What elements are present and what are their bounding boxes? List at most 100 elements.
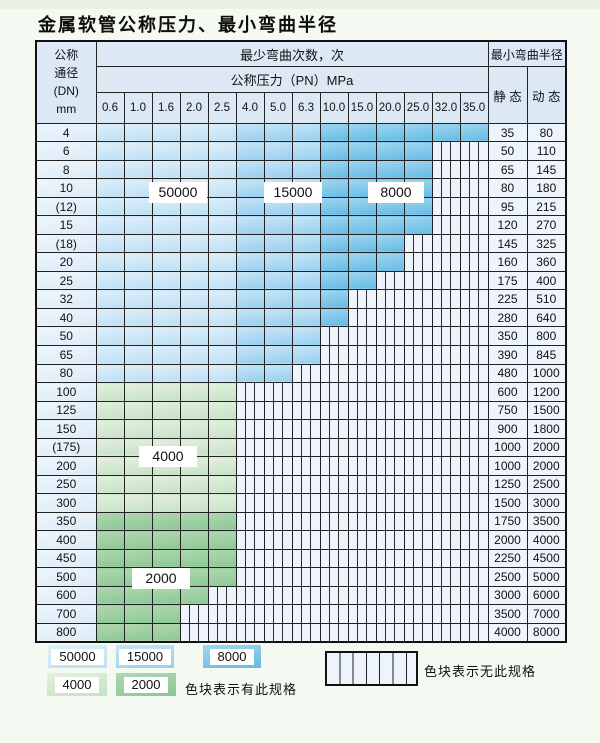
spec-cell [207,622,237,643]
spec-cell [263,622,293,643]
spec-cell [123,307,153,328]
spec-cell [123,141,153,161]
spec-cell [347,530,377,550]
static-radius-value: 1000 [487,437,528,458]
spec-cell [151,159,181,180]
spec-cell [95,511,125,532]
spec-cell [151,122,181,143]
spec-cell [263,289,293,309]
dn-value: 32 [35,289,97,309]
spec-cell [459,270,489,291]
spec-cell [459,233,489,254]
spec-cell [207,270,237,291]
spec-cell [459,604,489,624]
spec-cell [263,215,293,235]
spec-cell [459,344,489,365]
spec-cell [291,252,321,272]
spec-cell [235,307,265,328]
spec-cell [319,493,349,513]
spec-cell [291,400,321,421]
static-radius-value: 50 [487,141,528,161]
dn-value: 350 [35,511,97,532]
spec-cell [375,122,405,143]
spec-cell [151,419,181,439]
spec-cell [347,456,377,476]
pressure-col-15.0: 15.0 [347,91,377,124]
legend-has-spec-text: 色块表示有此规格 [185,682,298,697]
spec-cell [347,344,377,365]
table-row-dn-50: 50 350 800 [35,326,567,346]
spec-cell [179,530,209,550]
spec-cell [151,382,181,402]
spec-cell [291,511,321,532]
table-row-dn-4: 4 35 80 [35,122,567,143]
spec-cell [459,307,489,328]
table-row-dn-150: 150 900 1800 [35,419,567,439]
spec-cell [235,456,265,476]
static-radius-value: 2000 [487,530,528,550]
pressure-col-4.0: 4.0 [235,91,265,124]
spec-cell [347,159,377,180]
dn-value: 250 [35,474,97,495]
table-row-dn-(175): (175) 1000 2000 [35,437,567,458]
dynamic-radius-value: 4000 [526,530,567,550]
spec-cell [235,604,265,624]
spec-cell [95,252,125,272]
dn-value: 40 [35,307,97,328]
spec-cell [319,344,349,365]
spec-cell [431,307,461,328]
spec-cell [319,178,349,198]
spec-cell [403,437,433,458]
dn-value: 500 [35,567,97,587]
spec-cell [95,141,125,161]
pressure-col-6.3: 6.3 [291,91,321,124]
spec-cell [151,622,181,643]
spec-cell [403,474,433,495]
spec-cell [123,363,153,384]
spec-cell [95,493,125,513]
spec-cell [459,326,489,346]
spec-cell [347,604,377,624]
spec-cell [459,363,489,384]
static-radius-value: 145 [487,233,528,254]
spec-cell [459,437,489,458]
spec-cell [319,456,349,476]
dynamic-radius-value: 7000 [526,604,567,624]
dn-value: 700 [35,604,97,624]
spec-cell [347,548,377,569]
spec-cell [403,252,433,272]
spec-cell [95,233,125,254]
spec-cell [319,567,349,587]
spec-cell [179,419,209,439]
spec-cell [431,585,461,606]
spec-cell [431,382,461,402]
spec-cell [431,326,461,346]
spec-cell [95,474,125,495]
spec-cell [263,141,293,161]
dn-value: 150 [35,419,97,439]
spec-cell [291,437,321,458]
spec-cell [123,382,153,402]
dynamic-radius-value: 400 [526,270,567,291]
spec-cell [319,382,349,402]
spec-cell [291,326,321,346]
spec-cell [319,326,349,346]
dynamic-radius-value: 360 [526,252,567,272]
spec-cell [235,363,265,384]
spec-cell [291,567,321,587]
dynamic-radius-value: 80 [526,122,567,143]
spec-cell [263,567,293,587]
spec-cell [375,326,405,346]
spec-cell [235,159,265,180]
spec-cell [207,493,237,513]
spec-cell [95,456,125,476]
table-row-dn-(12): (12) 95 215 [35,196,567,217]
spec-cell [459,419,489,439]
spec-cell [179,252,209,272]
spec-cell [375,437,405,458]
dynamic-radius-value: 800 [526,326,567,346]
dynamic-radius-value: 3000 [526,493,567,513]
dn-value: 65 [35,344,97,365]
spec-cell [459,141,489,161]
